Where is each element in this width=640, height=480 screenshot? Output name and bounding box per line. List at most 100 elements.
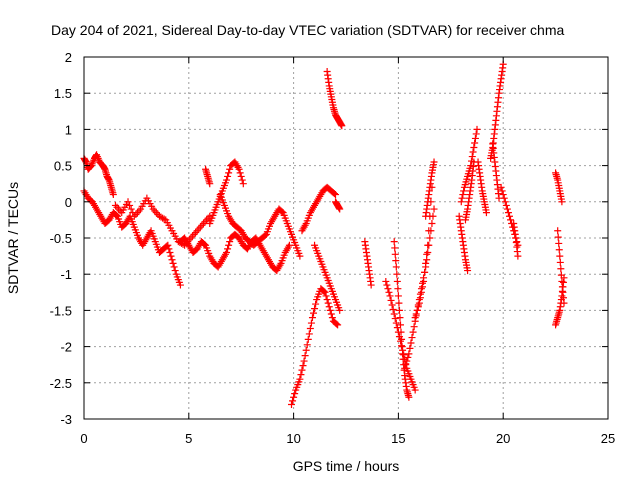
- data-point: [428, 220, 436, 228]
- data-point: [239, 180, 247, 188]
- data-point: [297, 371, 305, 379]
- data-point: [298, 366, 306, 374]
- data-point: [558, 198, 566, 206]
- data-point: [327, 310, 335, 318]
- data-point: [401, 364, 409, 372]
- axis-ticks: 0 5 10 15 20 25 2 1.5 1 0.5 0 -0.5 -1 -1.5 -2 -2.5 -3: [50, 50, 616, 446]
- data-point: [127, 205, 135, 213]
- data-point: [196, 223, 204, 231]
- data-point: [201, 240, 209, 248]
- y-tick-label: -0.5: [50, 231, 72, 246]
- data-point: [285, 241, 293, 249]
- data-point: [288, 401, 296, 409]
- data-point: [405, 393, 413, 401]
- data-point: [556, 252, 564, 260]
- data-point: [560, 274, 568, 282]
- data-point: [132, 210, 140, 218]
- data-point: [471, 139, 479, 147]
- data-point: [413, 306, 421, 314]
- data-point: [421, 268, 429, 276]
- chart-title: Day 204 of 2021, Sidereal Day-to-day VTE…: [51, 22, 564, 38]
- data-point: [457, 198, 465, 206]
- data-point: [392, 257, 400, 265]
- data-point: [458, 194, 466, 202]
- data-point: [303, 341, 311, 349]
- x-tick-label: 25: [601, 431, 615, 446]
- data-point: [151, 207, 159, 215]
- data-point: [311, 305, 319, 313]
- data-point: [417, 288, 425, 296]
- data-point: [115, 205, 123, 213]
- data-point: [312, 300, 320, 308]
- data-point: [170, 263, 178, 271]
- data-point: [398, 335, 406, 343]
- data-point: [407, 339, 415, 347]
- data-point: [411, 386, 419, 394]
- data-point: [168, 256, 176, 264]
- data-point: [390, 310, 398, 318]
- data-point: [330, 190, 338, 198]
- y-tick-label: 1: [65, 122, 72, 137]
- data-point: [289, 397, 297, 405]
- data-point: [507, 216, 515, 224]
- data-point: [501, 198, 509, 206]
- data-point: [557, 265, 565, 273]
- data-point: [459, 191, 467, 199]
- data-point: [472, 130, 480, 138]
- x-tick-label: 0: [80, 431, 87, 446]
- data-point: [299, 362, 307, 370]
- data-point: [385, 288, 393, 296]
- data-point: [321, 288, 329, 296]
- data-point: [201, 218, 209, 226]
- y-tick-label: 1.5: [54, 86, 72, 101]
- data-point: [334, 321, 342, 329]
- data-point: [423, 250, 431, 258]
- data-point: [296, 252, 304, 260]
- y-tick-label: -1.5: [50, 303, 72, 318]
- data-point: [306, 325, 314, 332]
- data-point: [405, 350, 413, 358]
- y-tick-label: -3: [60, 412, 72, 427]
- data-point: [223, 248, 231, 256]
- data-point: [169, 259, 177, 267]
- data-point: [226, 238, 234, 246]
- data-point: [291, 390, 299, 398]
- data-point: [187, 234, 195, 242]
- data-point: [391, 250, 399, 258]
- data-point: [133, 209, 141, 217]
- data-point: [412, 310, 420, 318]
- data-point: [414, 303, 422, 311]
- data-point: [403, 357, 411, 365]
- data-point: [323, 296, 331, 304]
- x-axis-label: GPS time / hours: [293, 458, 400, 474]
- data-point: [498, 187, 506, 195]
- data-point: [392, 263, 400, 271]
- data-point: [332, 191, 340, 199]
- data-point: [404, 353, 412, 361]
- data-point: [394, 285, 402, 293]
- data-point: [430, 205, 438, 213]
- grid-lines: [84, 57, 608, 419]
- data-point: [320, 287, 328, 295]
- data-point: [410, 323, 418, 331]
- data-point: [301, 352, 309, 360]
- data-point: [176, 281, 184, 289]
- data-point: [397, 328, 405, 336]
- data-point: [503, 205, 511, 213]
- data-point: [290, 393, 298, 401]
- data-points: [80, 60, 568, 409]
- data-point: [391, 244, 399, 252]
- data-point: [296, 375, 304, 383]
- data-point: [460, 187, 468, 195]
- data-point: [160, 215, 168, 223]
- data-point: [473, 125, 481, 133]
- data-point: [424, 248, 432, 256]
- data-point: [166, 248, 174, 256]
- x-tick-label: 5: [185, 431, 192, 446]
- data-point: [235, 165, 243, 173]
- data-point: [308, 314, 316, 322]
- data-point: [124, 198, 132, 206]
- data-point: [425, 227, 433, 235]
- data-point: [203, 216, 211, 224]
- data-point: [416, 294, 424, 302]
